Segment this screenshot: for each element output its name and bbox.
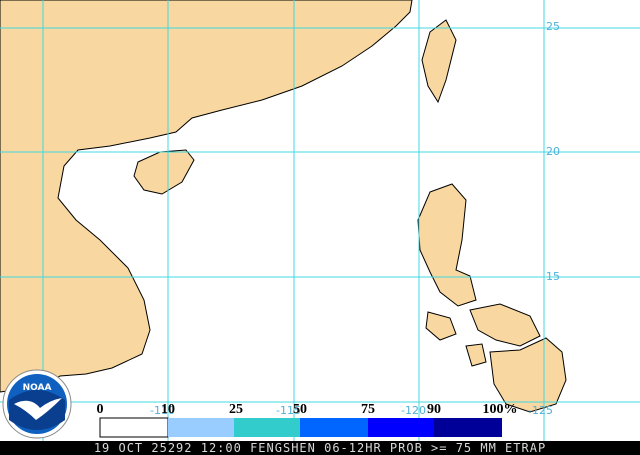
latitude-label: 15 xyxy=(546,270,560,283)
legend-swatch xyxy=(300,418,368,437)
latitude-label: 25 xyxy=(546,20,560,33)
logo-bird xyxy=(14,398,62,420)
legend-swatch xyxy=(234,418,300,437)
longitude-label: -115 xyxy=(276,404,301,417)
longitude-label: -120 xyxy=(401,404,426,417)
graticule xyxy=(0,0,640,441)
latitude-label: 20 xyxy=(546,145,560,158)
legend-swatch xyxy=(434,418,502,437)
logo: NOAA xyxy=(2,369,72,439)
legend-swatch xyxy=(368,418,434,437)
legend-label: 25 xyxy=(229,402,243,417)
legend-label: 50 xyxy=(293,402,307,417)
legend-swatch xyxy=(99,417,169,438)
footer-bar xyxy=(0,441,640,455)
legend-swatch xyxy=(168,418,234,437)
legend-label: 75 xyxy=(361,402,375,417)
longitude-label: -125 xyxy=(528,404,553,417)
longitude-label: -110 xyxy=(150,404,175,417)
footer-text: 19 OCT 25292 12:00 FENGSHEN 06-12HR PROB… xyxy=(94,441,546,455)
legend-label: 0 xyxy=(97,402,104,417)
land xyxy=(0,0,567,413)
legend-label: 100% xyxy=(483,402,518,417)
legend-label: 90 xyxy=(427,402,441,417)
legend-label: 10 xyxy=(161,402,175,417)
legend: 0 10 25 50 75 90 100% xyxy=(97,402,518,438)
logo-text: NOAA xyxy=(23,383,52,393)
